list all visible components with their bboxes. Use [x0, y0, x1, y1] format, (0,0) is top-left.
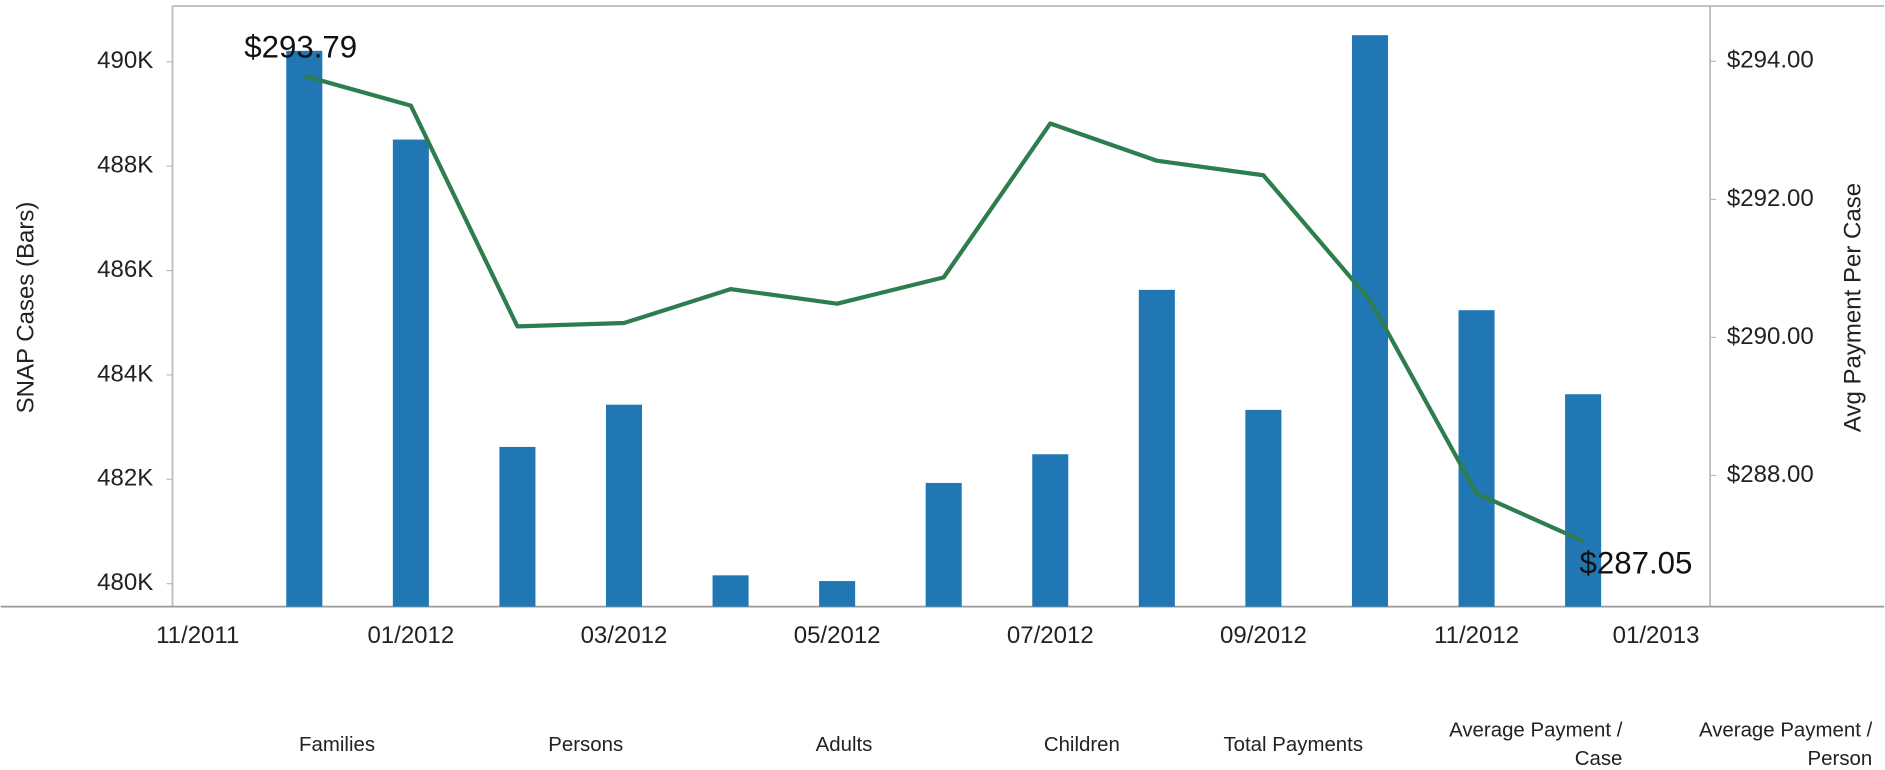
data-label: $287.05: [1580, 545, 1693, 580]
bar: [1138, 289, 1175, 607]
measure-option[interactable]: Children: [1043, 732, 1120, 756]
x-tick-label: 07/2012: [1007, 622, 1094, 649]
measure-option-box: Total Payments: [1223, 732, 1364, 756]
bar: [392, 139, 429, 607]
x-tick-label: 03/2012: [581, 622, 668, 649]
measure-option[interactable]: Average Payment / Case: [1449, 718, 1623, 770]
y-tick-label: 486K: [97, 256, 153, 283]
bar: [605, 404, 643, 607]
measure-option-box: Persons: [548, 732, 624, 756]
bar: [819, 581, 856, 607]
bar: [1245, 409, 1282, 607]
measure-option[interactable]: Families: [299, 732, 376, 756]
measure-option-box: Children: [1043, 732, 1120, 756]
measure-option[interactable]: Average Payment / Person: [1698, 718, 1873, 770]
x-tick-label: 11/2012: [1434, 622, 1519, 649]
measure-option-box: Families: [299, 732, 376, 756]
measure-option-box: Adults: [815, 732, 873, 756]
bar: [286, 50, 323, 607]
y-tick-label: 488K: [97, 152, 153, 179]
bar: [712, 575, 749, 607]
y2-tick-label: $294.00: [1727, 47, 1814, 74]
line: [303, 73, 1584, 543]
x-tick-label: 09/2012: [1220, 622, 1307, 649]
data-label: $293.79: [244, 30, 357, 65]
measure-option-box: Average Payment / Case: [1449, 718, 1623, 770]
x-tick-label: 01/2013: [1613, 622, 1700, 649]
x-tick-label: 05/2012: [794, 622, 881, 649]
y2-tick-label: $292.00: [1727, 185, 1814, 212]
y-tick-label: 490K: [97, 47, 153, 74]
bar: [1458, 310, 1495, 607]
y-tick-label: 484K: [97, 360, 153, 387]
bar: [1032, 454, 1069, 607]
y2-axis-title: Avg Payment Per Case: [1840, 183, 1867, 432]
bar: [1565, 394, 1602, 607]
y-tick-label: 480K: [97, 569, 153, 596]
measure-option[interactable]: Adults: [815, 732, 873, 756]
y2-tick-label: $290.00: [1727, 323, 1814, 350]
y-tick-label: 482K: [97, 465, 153, 492]
measure-option[interactable]: Total Payments: [1223, 732, 1364, 756]
bar: [499, 446, 536, 607]
y-axis-title: SNAP Cases (Bars): [12, 202, 39, 414]
y2-tick-label: $288.00: [1727, 461, 1814, 488]
x-tick-label: 11/2011: [156, 622, 239, 649]
measure-option-box: Average Payment / Person: [1698, 718, 1873, 770]
x-tick-label: 01/2012: [367, 622, 454, 649]
measure-option[interactable]: Persons: [548, 732, 624, 756]
bar: [925, 482, 962, 607]
